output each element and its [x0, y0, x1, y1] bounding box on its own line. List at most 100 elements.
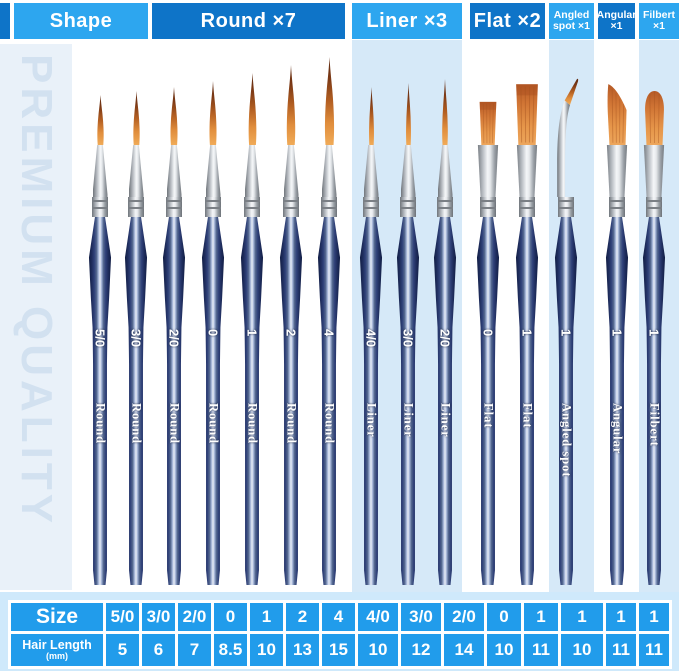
ferrule: [437, 145, 453, 197]
ferrule-crimp: [646, 197, 662, 217]
bristle-tip: [606, 83, 627, 145]
handle-shape-label: Round: [129, 403, 144, 445]
table-cell: 2/0: [444, 603, 484, 631]
group-header-angular: Angular ×1: [597, 3, 636, 39]
ferrule: [477, 145, 499, 197]
hair-length-label-text: Hair Length: [22, 637, 92, 652]
handle: 0 Flat: [476, 217, 500, 585]
brush-8-liner: 4/0 Liner: [353, 45, 389, 585]
group-header-angled-spot: Angled spot ×1: [549, 3, 594, 39]
table-cell: 11: [606, 634, 636, 666]
ferrule-crimp: [400, 197, 416, 217]
table-cell: 11: [639, 634, 669, 666]
spec-table: Size 5/0 3/0 2/0 0 1 2 4 4/0 3/0 2/0 0 1…: [8, 600, 672, 669]
table-cell: 1: [524, 603, 558, 631]
table-cell: 5/0: [106, 603, 139, 631]
handle-shape-label: Round: [206, 403, 221, 445]
table-cell: 2: [286, 603, 319, 631]
table-cell: 10: [250, 634, 283, 666]
handle-shape-label: Liner: [401, 403, 416, 438]
ferrule-crimp: [244, 197, 260, 217]
brush-3-round: 2/0 Round: [156, 45, 192, 585]
handle-shape-label: Filbert: [647, 403, 662, 447]
brush-4-round: 0 Round: [195, 45, 231, 585]
ferrule: [400, 145, 416, 197]
handle-size-label: 3/0: [400, 329, 416, 348]
handle-shape-label: Round: [284, 403, 299, 445]
table-cell: 1: [606, 603, 636, 631]
ferrule-crimp: [92, 197, 108, 217]
handle: 1 Angled spot: [554, 217, 578, 585]
ferrule: [643, 145, 665, 197]
ferrule-crimp: [437, 197, 453, 217]
hair-length-row-label: Hair Length (mm): [11, 634, 103, 666]
size-row: Size 5/0 3/0 2/0 0 1 2 4 4/0 3/0 2/0 0 1…: [11, 603, 669, 631]
handle-size-label: 4/0: [363, 329, 379, 348]
bristle-tip: [209, 81, 217, 145]
table-cell: 10: [561, 634, 603, 666]
ferrule-crimp: [519, 197, 535, 217]
table-cell: 6: [142, 634, 175, 666]
table-cell: 0: [214, 603, 247, 631]
table-cell: 10: [487, 634, 521, 666]
handle-shape-label: Flat: [520, 403, 535, 429]
handle-shape-label: Angled spot: [559, 403, 574, 478]
group-header-round: Round ×7: [152, 3, 345, 39]
handle-size-label: 2/0: [437, 329, 453, 348]
ferrule: [244, 145, 260, 197]
group-header-liner: Liner ×3: [352, 3, 462, 39]
table-cell: 1: [561, 603, 603, 631]
handle-size-label: 4: [321, 329, 337, 337]
handle: 5/0 Round: [88, 217, 112, 585]
handle-shape-label: Round: [167, 403, 182, 445]
ferrule: [166, 145, 182, 197]
bristle-tip: [557, 78, 579, 197]
handle: 4/0 Liner: [359, 217, 383, 585]
brush-12-flat: 1 Flat: [509, 45, 545, 585]
premium-quality-band: PREMIUM QUALITY: [0, 44, 72, 590]
handle-size-label: 1: [609, 329, 625, 337]
handle: 1 Round: [240, 217, 264, 585]
ferrule-crimp: [558, 197, 574, 217]
table-cell: 1: [639, 603, 669, 631]
handle-size-label: 3/0: [128, 329, 144, 348]
group-header-filbert: Filbert ×1: [639, 3, 679, 39]
ferrule: [606, 145, 628, 197]
handle-shape-label: Angular: [610, 403, 625, 455]
brush-7-round: 4 Round: [311, 45, 347, 585]
handle: 2/0 Liner: [433, 217, 457, 585]
brush-11-flat: 0 Flat: [470, 45, 506, 585]
bristle-tip: [515, 83, 539, 145]
table-cell: 13: [286, 634, 319, 666]
ferrule-crimp: [283, 197, 299, 217]
table-cell: 4/0: [358, 603, 398, 631]
handle-size-label: 1: [646, 329, 662, 337]
handle: 2/0 Round: [162, 217, 186, 585]
ferrule: [128, 145, 144, 197]
bristle-tip: [644, 90, 664, 145]
hair-length-unit: (mm): [46, 650, 68, 661]
brush-15-filbert: 1 Filbert: [636, 45, 672, 585]
ferrule-crimp: [609, 197, 625, 217]
handle-shape-label: Liner: [364, 403, 379, 438]
table-cell: 10: [358, 634, 398, 666]
header-edge-bar: [0, 3, 10, 39]
handle: 1 Filbert: [642, 217, 666, 585]
bristle-tip: [248, 73, 256, 145]
handle: 1 Angular: [605, 217, 629, 585]
table-cell: 5: [106, 634, 139, 666]
table-cell: 11: [524, 634, 558, 666]
bristle-tip: [442, 79, 448, 145]
bristle-tip: [170, 87, 178, 145]
table-cell: 0: [487, 603, 521, 631]
brush-5-round: 1 Round: [234, 45, 270, 585]
table-cell: 1: [250, 603, 283, 631]
bristle-tip: [479, 101, 497, 145]
handle-size-label: 2/0: [166, 329, 182, 348]
brush-6-round: 2 Round: [273, 45, 309, 585]
ferrule-crimp: [321, 197, 337, 217]
bristle-tip: [286, 65, 296, 145]
ferrule: [321, 145, 337, 197]
handle: 3/0 Round: [124, 217, 148, 585]
